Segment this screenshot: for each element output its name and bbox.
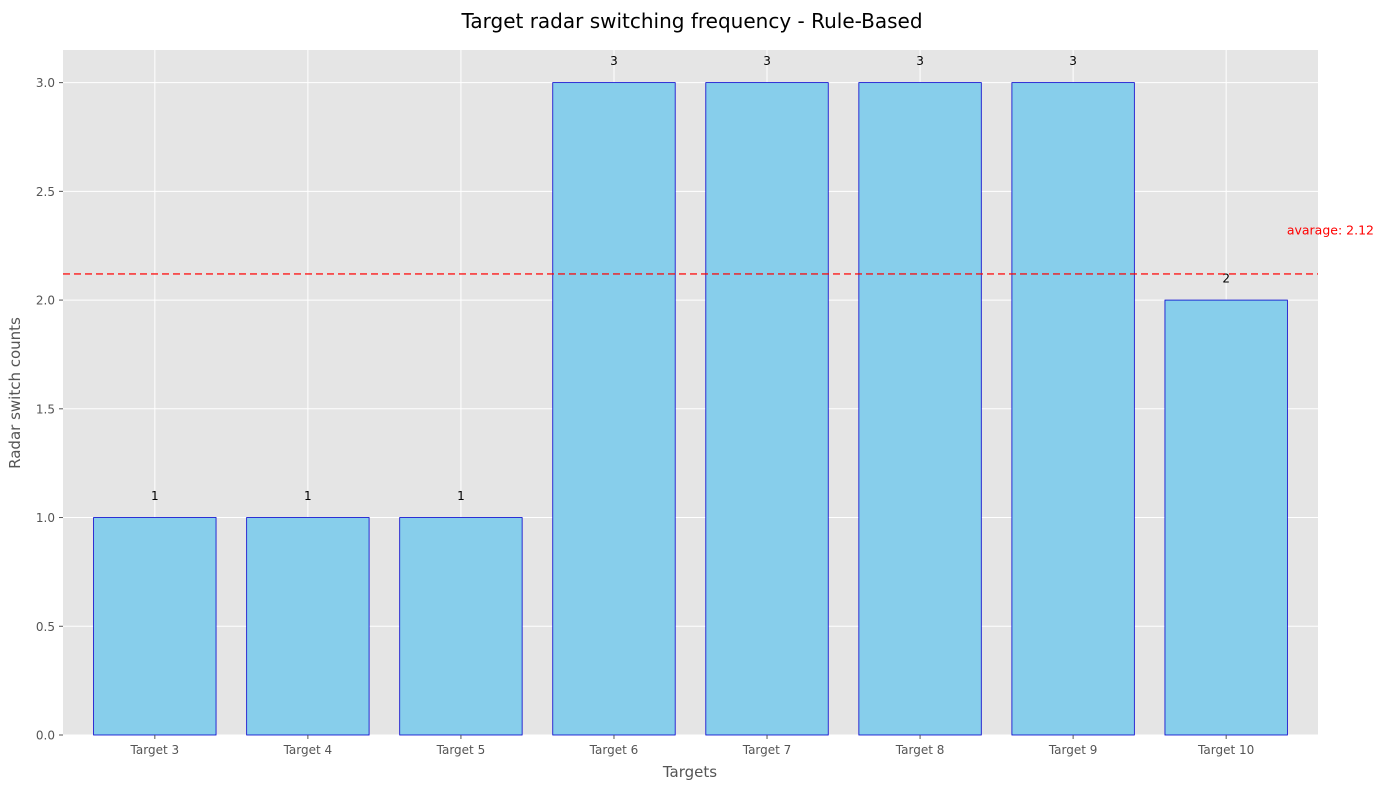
x-tick-label: Target 6	[589, 743, 639, 757]
bar	[246, 517, 370, 736]
x-tick-label: Target 3	[130, 743, 180, 757]
y-axis-label: Radar switch counts	[6, 317, 24, 469]
bar	[93, 517, 217, 736]
bar	[858, 82, 982, 736]
bar-value-label: 3	[916, 54, 924, 68]
x-tick-label: Target 7	[742, 743, 792, 757]
bar-value-label: 3	[763, 54, 771, 68]
x-tick-label: Target 10	[1197, 743, 1254, 757]
x-tick-label: Target 4	[283, 743, 333, 757]
bar	[552, 82, 676, 736]
y-tick-label: 1.5	[36, 402, 55, 416]
x-axis-label: Targets	[662, 763, 717, 781]
bar-value-label: 1	[457, 489, 465, 503]
x-tick-label: Target 8	[895, 743, 945, 757]
y-tick-label: 1.0	[36, 511, 55, 525]
bar	[1164, 299, 1288, 736]
bar-value-label: 3	[1069, 54, 1077, 68]
average-label: avarage: 2.12	[1287, 222, 1374, 237]
bar-value-label: 1	[304, 489, 312, 503]
y-tick-label: 2.5	[36, 185, 55, 199]
x-tick-label: Target 5	[436, 743, 486, 757]
chart-title: Target radar switching frequency - Rule-…	[460, 9, 922, 33]
bar	[399, 517, 523, 736]
bar-value-label: 2	[1222, 271, 1230, 285]
y-tick-label: 3.0	[36, 76, 55, 90]
y-tick-label: 2.0	[36, 294, 55, 308]
y-tick-label: 0.5	[36, 620, 55, 634]
bar-value-label: 1	[151, 489, 159, 503]
y-tick-label: 0.0	[36, 729, 55, 743]
bar	[705, 82, 829, 736]
bar-value-label: 3	[610, 54, 618, 68]
x-tick-label: Target 9	[1048, 743, 1098, 757]
bar	[1011, 82, 1135, 736]
